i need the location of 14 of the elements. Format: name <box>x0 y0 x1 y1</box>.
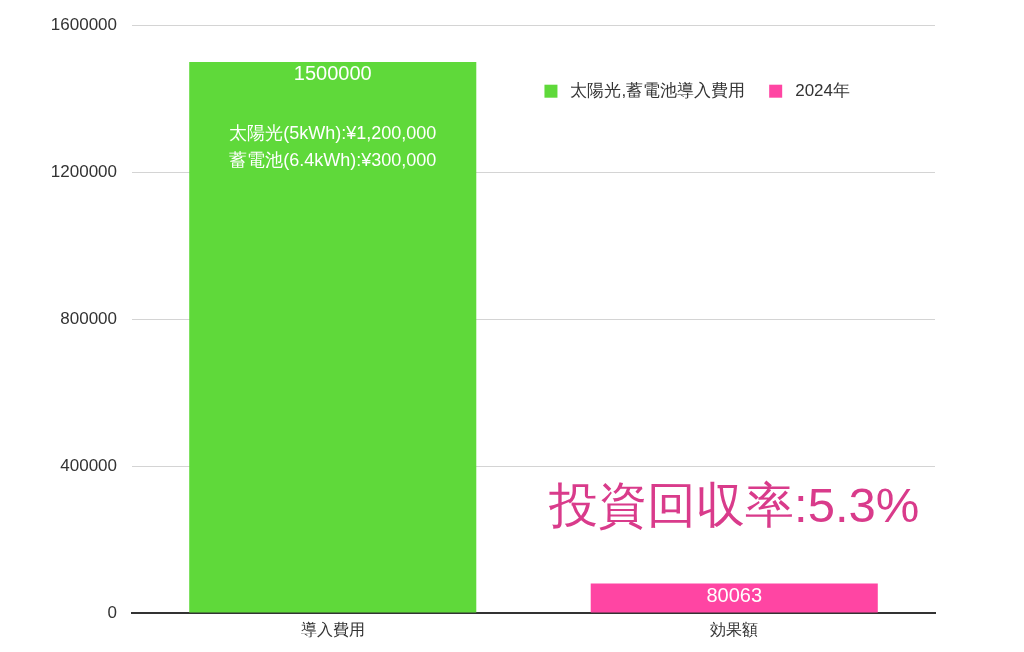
annotation: 太陽光(5kWh):¥1,200,000 <box>229 122 437 143</box>
x-tick-label: 導入費用 <box>300 621 365 639</box>
annotation: 投資回収率:5.3% <box>548 478 920 533</box>
y-tick-label: 1200000 <box>50 161 117 181</box>
y-tick-label: 1600000 <box>50 14 117 34</box>
data-label: 1500000 <box>293 62 372 85</box>
annotation: 蓄電池(6.4kWh):¥300,000 <box>229 149 437 170</box>
data-label: 80063 <box>706 584 763 607</box>
y-tick-label: 800000 <box>60 308 117 328</box>
y-tick-label: 0 <box>107 602 117 622</box>
x-tick-label: 効果額 <box>710 621 759 639</box>
y-tick-label: 400000 <box>60 455 117 475</box>
legend-label: 太陽光,蓄電池導入費用 <box>570 80 746 100</box>
legend-label: 2024年 <box>795 80 851 100</box>
